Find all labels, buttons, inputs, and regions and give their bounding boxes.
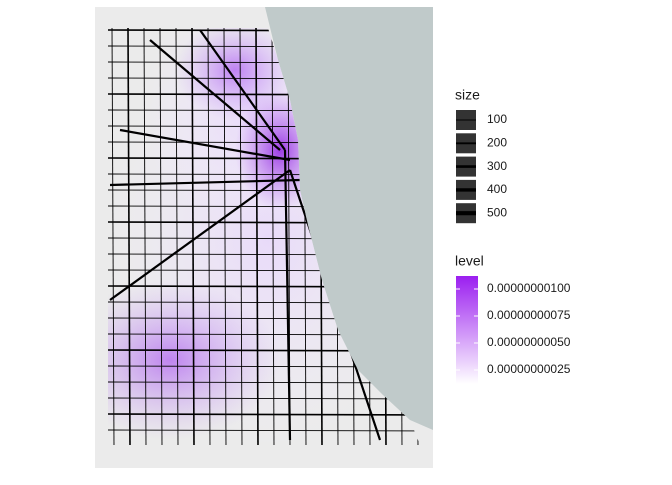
legend-title: size: [455, 87, 480, 103]
street: [108, 413, 420, 416]
color-bar: [456, 276, 478, 384]
legend-label: 500: [487, 205, 507, 219]
size-legend: size 100 200 300 400 500: [455, 87, 507, 224]
legend-label: 400: [487, 182, 507, 196]
street: [108, 397, 420, 400]
highway: [109, 169, 291, 301]
legend-label: 200: [487, 135, 507, 149]
lake-michigan: [265, 7, 433, 430]
highway: [119, 128, 291, 162]
density-south: [108, 280, 280, 440]
highway: [199, 29, 286, 151]
legend-label: 0.00000000075: [487, 308, 571, 322]
density-layer: [108, 28, 420, 445]
highway: [283, 149, 292, 441]
legend-label: 100: [487, 112, 507, 126]
legend-label: 0.00000000025: [487, 362, 571, 376]
highway: [109, 178, 301, 187]
legend-title: level: [455, 253, 484, 269]
legend-label: 0.00000000100: [487, 281, 571, 295]
street: [271, 28, 275, 445]
level-legend: level 0.00000000100 0.00000000075 0.000000…: [455, 253, 571, 384]
street: [255, 28, 259, 445]
highway: [149, 39, 281, 151]
legend-label: 300: [487, 159, 507, 173]
legend-label: 0.00000000050: [487, 335, 571, 349]
